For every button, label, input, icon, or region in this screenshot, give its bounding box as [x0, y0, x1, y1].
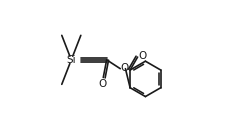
Text: O: O: [138, 51, 146, 61]
Text: O: O: [99, 79, 107, 89]
Text: O: O: [121, 63, 129, 73]
Text: Si: Si: [67, 55, 76, 65]
